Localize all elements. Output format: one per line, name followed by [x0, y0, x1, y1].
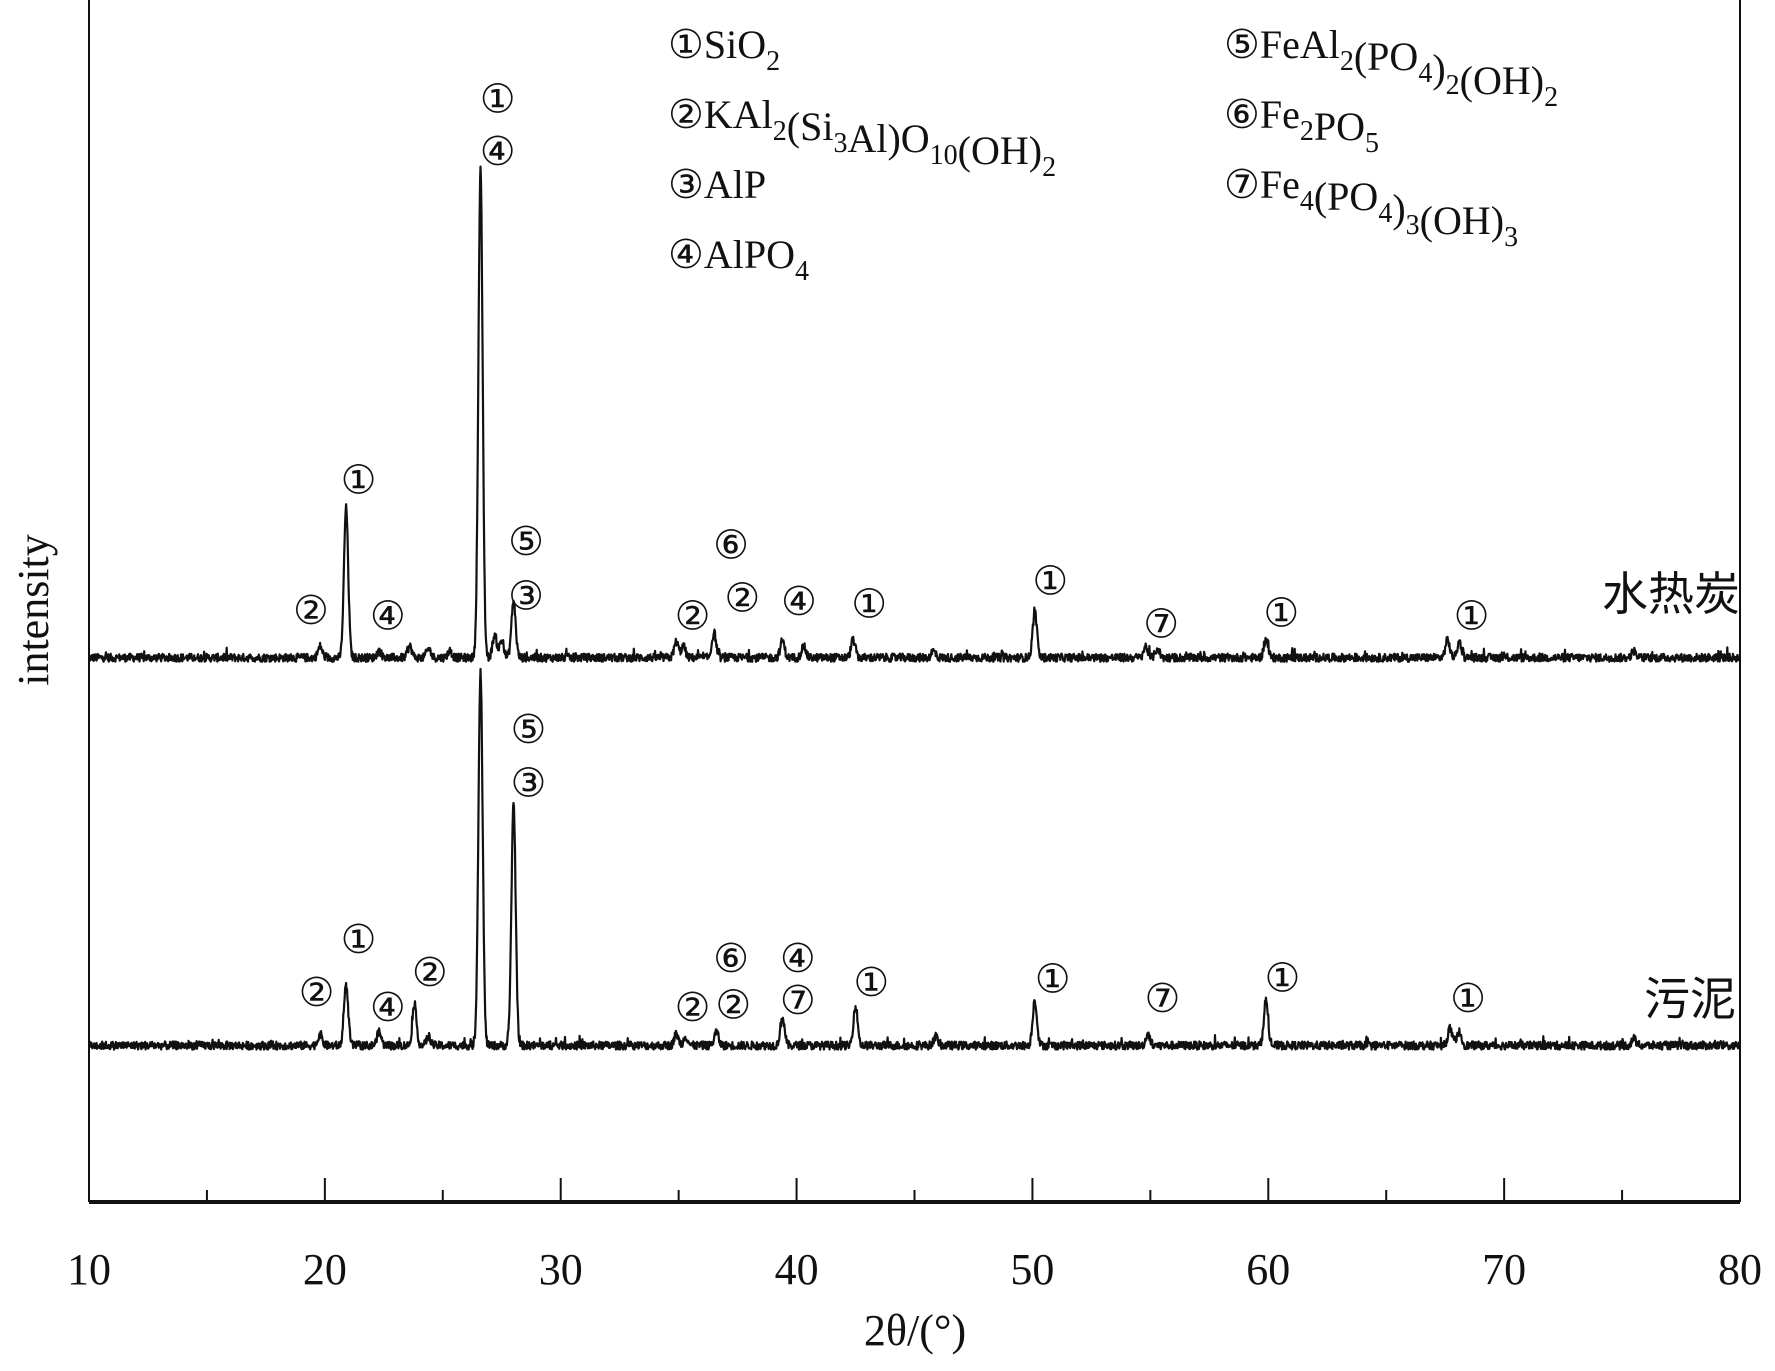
series-line-hydrochar — [88, 165, 1741, 663]
legend-marker: ③ — [668, 162, 704, 207]
legend-subscript: 2 — [766, 46, 780, 77]
peak-marker: ① — [341, 917, 377, 962]
peak-marker: ④ — [781, 579, 817, 624]
legend: ①SiO2②KAl2(Si3Al)O10(OH)2③AlP④AlPO4⑤FeAl… — [668, 22, 1558, 287]
legend-subscript: 3 — [833, 128, 847, 159]
peak-marker: ① — [1450, 976, 1486, 1021]
legend-text: (OH) — [1420, 198, 1504, 243]
x-tick-label: 80 — [1718, 1245, 1762, 1294]
legend-item: ①SiO2 — [668, 22, 780, 77]
peak-marker: ⑤ — [510, 707, 546, 752]
legend-subscript: 2 — [1544, 82, 1558, 113]
x-tick-label: 70 — [1482, 1245, 1526, 1294]
peak-marker: ② — [675, 985, 711, 1030]
series-line-sludge — [88, 667, 1741, 1051]
peak-marker: ① — [1454, 594, 1490, 639]
legend-text: (OH) — [1460, 58, 1544, 103]
peak-marker: ① — [1035, 957, 1071, 1002]
legend-subscript: 5 — [1365, 128, 1379, 159]
peak-marker: ① — [851, 581, 887, 626]
peak-marker: ① — [853, 960, 889, 1005]
peak-marker: ① — [1263, 590, 1299, 635]
x-tick-label: 20 — [303, 1245, 347, 1294]
legend-text: ) — [1392, 186, 1405, 231]
x-tick-label: 50 — [1010, 1245, 1054, 1294]
legend-subscript: 2 — [1446, 70, 1460, 101]
peak-marker: ⑤ — [508, 519, 544, 564]
x-tick-label: 40 — [775, 1245, 819, 1294]
legend-subscript: 2 — [773, 116, 787, 147]
traces — [88, 165, 1741, 1051]
legend-subscript: 2 — [1340, 46, 1354, 77]
legend-subscript: 3 — [1406, 210, 1420, 241]
legend-text: (PO — [1314, 174, 1378, 219]
legend-subscript: 2 — [1300, 116, 1314, 147]
legend-text: (Si — [787, 104, 834, 149]
peak-marker: ② — [715, 983, 751, 1028]
legend-subscript: 4 — [1300, 186, 1314, 217]
legend-text: AlPO — [704, 232, 795, 277]
peak-marker: ④ — [480, 129, 516, 174]
peak-marker: ① — [341, 458, 377, 503]
legend-item: ③AlP — [668, 162, 766, 207]
legend-text: Fe — [1260, 92, 1300, 137]
legend-text: FeAl — [1260, 22, 1340, 67]
legend-subscript: 4 — [795, 256, 809, 287]
x-tick-label: 10 — [67, 1245, 111, 1294]
legend-marker: ① — [668, 22, 704, 67]
legend-text: AlP — [704, 162, 766, 207]
peak-marker: ③ — [508, 573, 544, 618]
peak-marker: ② — [412, 950, 448, 995]
legend-subscript: 4 — [1418, 58, 1432, 89]
peak-marker: ② — [675, 594, 711, 639]
legend-text: ) — [1432, 46, 1445, 91]
peak-marker: ② — [724, 576, 760, 621]
peak-marker: ④ — [780, 936, 816, 981]
peak-marker: ③ — [510, 760, 546, 805]
peak-marker: ① — [1032, 559, 1068, 604]
x-tick-label: 60 — [1246, 1245, 1290, 1294]
legend-text: Al)O — [847, 116, 929, 161]
series-label-sludge: 污泥 — [1644, 974, 1736, 1025]
peak-marker: ⑥ — [713, 936, 749, 981]
peak-marker: ② — [293, 588, 329, 633]
peak-marker: ④ — [370, 594, 406, 639]
peak-marker: ① — [480, 77, 516, 122]
legend-text: (PO — [1354, 34, 1418, 79]
legend-text: Fe — [1260, 162, 1300, 207]
peak-marker: ⑦ — [1144, 976, 1180, 1021]
legend-subscript: 10 — [930, 140, 958, 171]
legend-text: KAl — [704, 92, 773, 137]
legend-subscript: 3 — [1504, 222, 1518, 253]
peak-marker: ⑦ — [780, 978, 816, 1023]
peak-marker: ⑦ — [1143, 602, 1179, 647]
legend-marker: ⑤ — [1224, 22, 1260, 67]
peak-marker: ④ — [370, 985, 406, 1030]
legend-text: SiO — [704, 22, 766, 67]
x-tick-label: 30 — [539, 1245, 583, 1294]
axes: 10 20 30 40 50 60 70 80 — [67, 0, 1762, 1294]
legend-text: PO — [1314, 104, 1365, 149]
peak-marker: ① — [1265, 955, 1301, 1000]
peak-marker: ② — [299, 970, 335, 1015]
legend-marker: ⑦ — [1224, 162, 1260, 207]
legend-subscript: 2 — [1042, 152, 1056, 183]
legend-marker: ④ — [668, 232, 704, 277]
legend-marker: ② — [668, 92, 704, 137]
legend-item: ⑥Fe2PO5 — [1224, 92, 1379, 159]
y-axis-title: intensity — [9, 534, 58, 686]
legend-item: ⑤FeAl2(PO4)2(OH)2 — [1224, 22, 1558, 113]
legend-text: (OH) — [958, 128, 1042, 173]
legend-marker: ⑥ — [1224, 92, 1260, 137]
series-label-hydrochar: 水热炭 — [1602, 569, 1740, 620]
legend-item: ②KAl2(Si3Al)O10(OH)2 — [668, 92, 1056, 183]
legend-item: ④AlPO4 — [668, 232, 809, 287]
x-axis-title: 2θ/(°) — [864, 1306, 966, 1355]
legend-subscript: 4 — [1378, 198, 1392, 229]
peak-marker: ⑥ — [713, 522, 749, 567]
legend-item: ⑦Fe4(PO4)3(OH)3 — [1224, 162, 1518, 253]
